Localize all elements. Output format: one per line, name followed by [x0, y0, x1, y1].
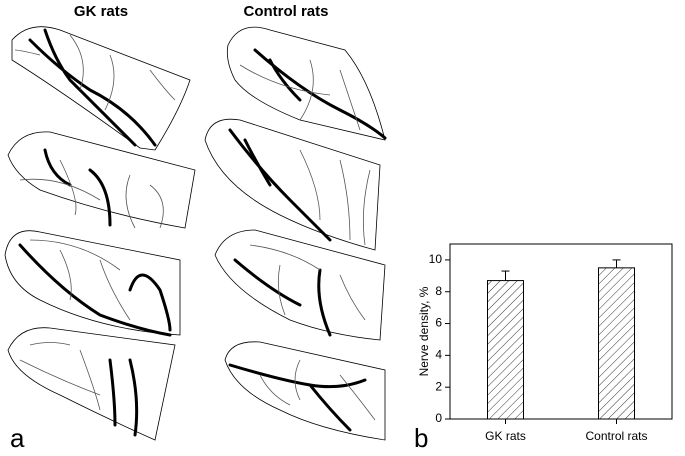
nerve-tracings: [4, 26, 387, 441]
column-header: Control rats: [243, 3, 328, 20]
bar: [487, 280, 524, 420]
column-header: GK rats: [74, 3, 128, 20]
y-tick-label: 8: [435, 284, 442, 298]
panel-letter: a: [10, 423, 25, 453]
y-tick-label: 4: [435, 348, 442, 362]
y-tick-label: 0: [435, 411, 442, 425]
bar: [598, 267, 635, 420]
x-tick-label: Control rats: [585, 429, 647, 443]
plot-frame: [449, 243, 673, 420]
panel-letter: b: [414, 423, 428, 453]
y-tick-label: 10: [429, 252, 443, 266]
x-tick-label: GK rats: [485, 429, 526, 443]
y-tick-label: 6: [435, 316, 442, 330]
y-axis-label: Nerve density, %: [417, 286, 431, 376]
y-tick-label: 2: [435, 379, 442, 393]
